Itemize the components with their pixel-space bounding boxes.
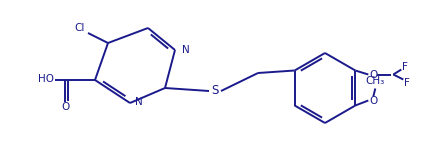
Text: HO: HO xyxy=(38,74,54,84)
Text: O: O xyxy=(369,70,378,79)
Text: O: O xyxy=(369,95,378,106)
Text: N: N xyxy=(182,45,190,55)
Text: N: N xyxy=(135,97,143,107)
Text: Cl: Cl xyxy=(75,23,85,33)
Text: O: O xyxy=(61,102,69,112)
Text: F: F xyxy=(404,78,410,87)
Text: F: F xyxy=(402,62,408,71)
Text: S: S xyxy=(211,84,219,97)
Text: CH₃: CH₃ xyxy=(366,76,385,87)
